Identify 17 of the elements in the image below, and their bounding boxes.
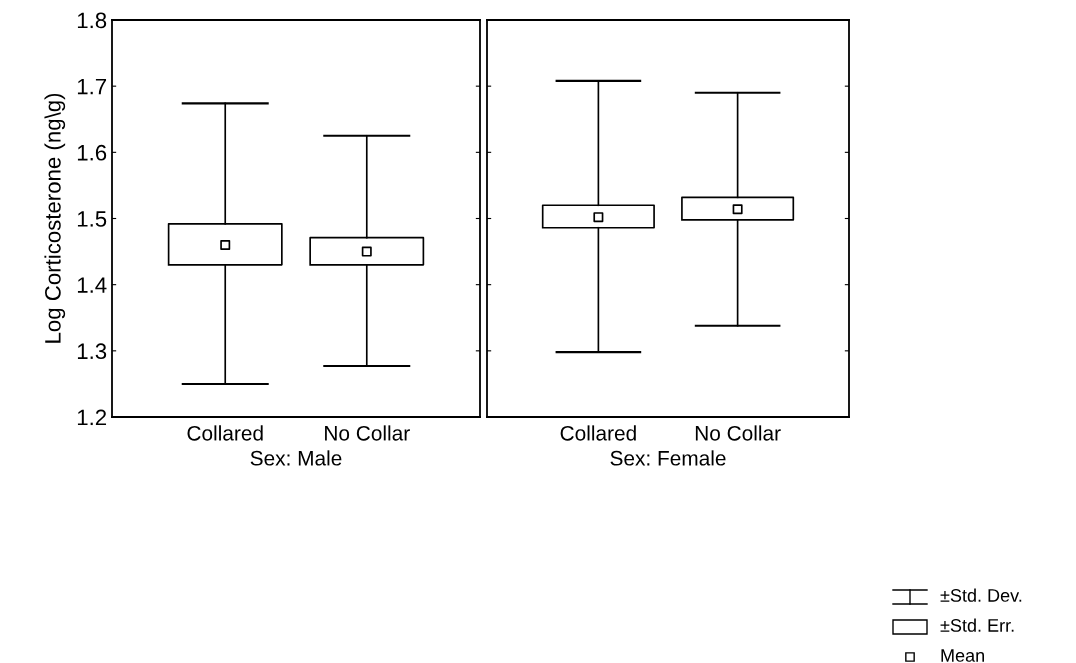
text: ±Std. Dev. (940, 588, 1022, 602)
y-tick-label: 1.5 (77, 211, 107, 227)
x-tick-label: No Collar (325, 425, 410, 441)
y-axis-title: Log Corticosterone (ng\g) (44, 93, 66, 343)
y-tick-label: 1.6 (77, 144, 107, 161)
x-tick-label: Collared (560, 425, 636, 441)
text: ±Std. Err. (940, 618, 1014, 632)
y-tick-label: 1.8 (77, 12, 107, 29)
y-tick-label: 1.3 (77, 343, 107, 360)
y-tick-label: 1.2 (77, 409, 107, 426)
text: Mean (941, 649, 984, 662)
x-tick-label: No Collar (695, 425, 781, 441)
y-tick-label: 1.7 (77, 78, 107, 95)
x-axis-title: Sex: Male (250, 450, 342, 466)
x-tick-label: Collared (187, 425, 263, 441)
x-axis-title: Sex: Female (610, 450, 726, 466)
y-tick-label: 1.4 (77, 277, 107, 293)
